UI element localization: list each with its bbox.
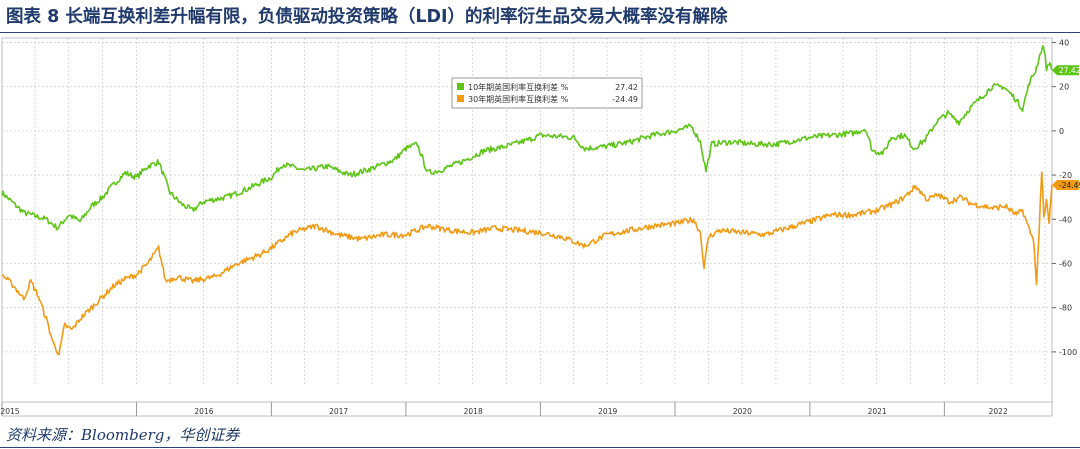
series-line-30y (1, 171, 1053, 356)
last-value-label: -24.49 (1059, 181, 1080, 190)
y-tick-label: -20 (1059, 171, 1072, 180)
y-tick-label: 20 (1059, 83, 1069, 92)
legend-swatch (457, 83, 464, 90)
x-tick-label: 2015 (0, 407, 19, 416)
chart-area: 40 20 0 -20 -40 -60 -80 -100 2015 2016 2017 2018 201… (0, 34, 1080, 420)
x-tick-label: 2016 (194, 407, 213, 416)
x-tick-label: 2017 (329, 407, 348, 416)
legend-label: 30年期英国利率互换利差 % (468, 94, 569, 104)
y-tick-label: 0 (1059, 127, 1064, 136)
legend-value: -24.49 (612, 95, 638, 104)
x-tick-label: 2022 (989, 407, 1008, 416)
line-chart: 40 20 0 -20 -40 -60 -80 -100 2015 2016 2017 2018 201… (0, 37, 1080, 417)
y-tick-label: -60 (1059, 259, 1072, 268)
bottom-divider (0, 447, 1080, 448)
y-tick-label: -80 (1059, 304, 1072, 313)
series-line-10y (1, 45, 1053, 231)
source-note: 资料来源：Bloomberg，华创证券 (6, 426, 240, 444)
last-value-label: 27.42 (1059, 66, 1080, 75)
x-tick-label: 2021 (868, 407, 887, 416)
figure-title: 图表 8 长端互换利差升幅有限，负债驱动投资策略（LDI）的利率衍生品交易大概率… (6, 7, 728, 27)
legend-value: 27.42 (615, 83, 638, 92)
legend-swatch (457, 95, 464, 102)
last-value-tag (1052, 179, 1079, 190)
x-tick-label: 2018 (464, 407, 483, 416)
title-divider (0, 32, 1080, 33)
y-tick-label: -100 (1059, 348, 1077, 357)
y-tick-label: -40 (1059, 215, 1072, 224)
x-tick-label: 2020 (733, 407, 752, 416)
legend-box (451, 77, 643, 109)
legend-label: 10年期英国利率互换利差 % (468, 82, 569, 92)
last-value-tag (1052, 65, 1079, 76)
x-tick-label: 2019 (598, 407, 617, 416)
y-tick-label: 40 (1059, 38, 1069, 47)
